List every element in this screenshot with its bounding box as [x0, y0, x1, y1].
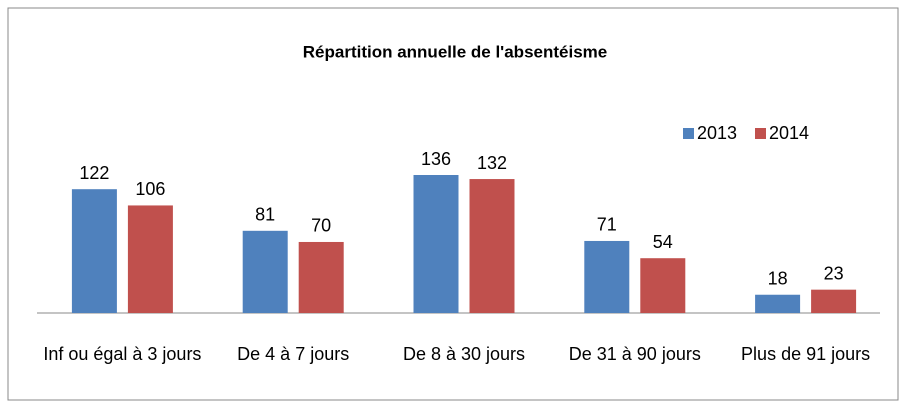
chart-title: Répartition annuelle de l'absentéisme [303, 42, 607, 61]
x-tick-label: Inf ou égal à 3 jours [43, 344, 202, 364]
bar [71, 189, 117, 313]
legend-swatch [683, 128, 694, 139]
bar [755, 294, 801, 313]
bar [127, 205, 173, 313]
x-tick-label: De 4 à 7 jours [237, 344, 350, 364]
bar [242, 230, 288, 313]
value-label: 136 [421, 149, 451, 169]
value-label: 132 [477, 153, 507, 173]
bar [640, 258, 686, 313]
value-label: 71 [597, 215, 617, 235]
bar [584, 240, 630, 313]
value-label: 70 [311, 216, 331, 236]
legend-label: 2014 [769, 123, 809, 143]
value-label: 106 [135, 179, 165, 199]
x-tick-label: Plus de 91 jours [741, 344, 871, 364]
legend-swatch [755, 128, 766, 139]
bar [469, 179, 515, 313]
legend-label: 2013 [697, 123, 737, 143]
bar [298, 241, 344, 313]
value-label: 18 [768, 268, 788, 288]
value-label: 54 [653, 232, 673, 252]
bar [811, 289, 857, 313]
value-label: 23 [824, 263, 844, 283]
bar [413, 175, 459, 313]
value-label: 81 [255, 205, 275, 225]
x-tick-label: De 8 à 30 jours [402, 344, 526, 364]
x-tick-label: De 31 à 90 jours [568, 344, 701, 364]
value-label: 122 [79, 163, 109, 183]
